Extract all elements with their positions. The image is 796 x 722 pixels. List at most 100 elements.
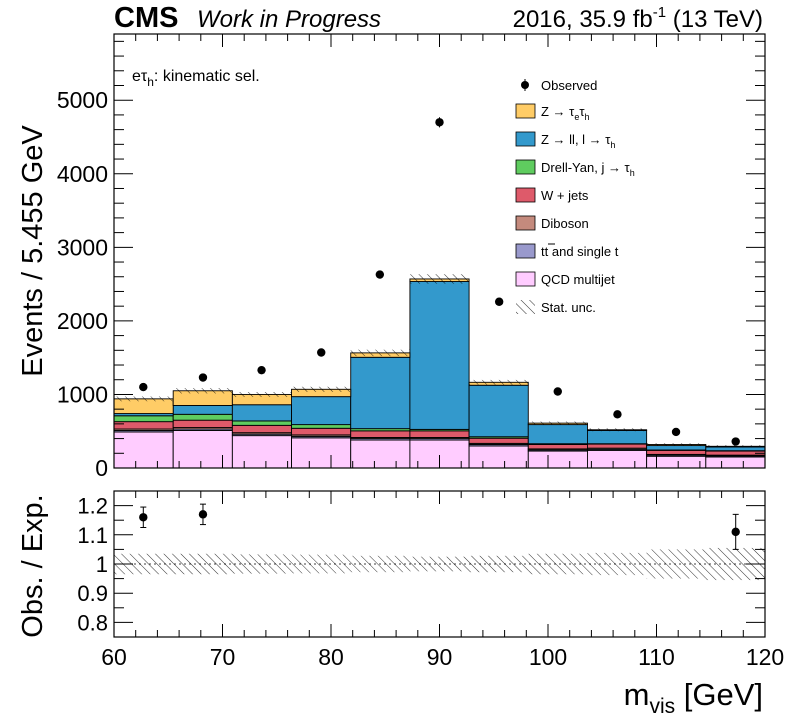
legend-qcd: QCD multijet [515, 271, 615, 287]
y-axis-label: Events / 5.455 GeV [17, 125, 49, 377]
legend: Observed Z → τeτh Z → ll, l → τh Drell-Y… [515, 78, 635, 315]
stacked-histogram [114, 278, 765, 468]
observed-point-10 [731, 437, 740, 446]
bar-drellyan-0 [114, 415, 174, 423]
bar-qcd-0 [114, 431, 174, 468]
ratio-unc-2 [232, 554, 292, 574]
main-axis-ticks [113, 34, 766, 637]
bar-zll-6 [468, 384, 529, 438]
ratio-unc-6 [469, 555, 529, 573]
ratio-plot: 0.8 0.9 1 1.1 1.2 60 70 80 90 100 110 120 Obs. / E… [17, 490, 784, 718]
observed-point-2 [257, 365, 266, 375]
x-tick-label-90: 90 [427, 644, 453, 670]
ratio-point-2 [731, 513, 740, 550]
bar-qcd-10 [705, 456, 765, 468]
bar-wjets-8 [587, 443, 648, 449]
svg-text:QCD multijet: QCD multijet [541, 272, 615, 287]
main-plot: 0 1000 2000 3000 4000 5000 eτh: kinematic sel… [17, 33, 766, 637]
bar-qcd-9 [646, 455, 707, 468]
bar-wjets-5 [409, 430, 470, 438]
bar-drellyan-1 [172, 413, 233, 421]
hatch-swatch-icon [516, 300, 535, 314]
bar-zll-8 [587, 430, 648, 445]
cms-label: CMS [114, 2, 178, 34]
category-label: eτh: kinematic sel. [132, 68, 260, 89]
bar-zll-1 [172, 405, 233, 415]
unc-band-9 [646, 443, 706, 446]
unc-band-2 [232, 392, 292, 397]
bar-qcd-4 [350, 439, 411, 468]
bar-zll-4 [350, 356, 411, 430]
bar-drellyan-3 [291, 424, 352, 429]
svg-text:W + jets: W + jets [541, 188, 589, 203]
observed-point-8 [613, 410, 622, 419]
observed-point-1 [198, 373, 208, 382]
y-tick-label-0: 0 [95, 455, 108, 481]
observed-point-9 [671, 427, 681, 437]
x-tick-label-110: 110 [638, 644, 675, 670]
ratio-points [139, 503, 740, 550]
bar-qcd-3 [291, 437, 352, 468]
y-tick-label-3000: 3000 [57, 234, 108, 260]
x-tick-label-80: 80 [318, 644, 344, 670]
ratio-tick-labels: 0.8 0.9 1 1.1 1.2 [77, 494, 108, 636]
svg-text:Drell-Yan, j → τh: Drell-Yan, j → τh [541, 160, 635, 178]
legend-stat-unc: Stat. unc. [516, 300, 596, 315]
x-tick-label-100: 100 [529, 644, 567, 670]
observed-marker-icon [521, 81, 529, 89]
bar-qcd-7 [527, 450, 588, 468]
observed-point-4 [375, 270, 385, 279]
luminosity-label: 2016, 35.9 fb-1 (13 TeV) [513, 4, 763, 33]
bar-qcd-1 [172, 430, 233, 468]
observed-points [139, 117, 740, 446]
legend-ttbar: tt and single t [515, 243, 619, 259]
legend-zll: Z → ll, l → τh [515, 131, 615, 150]
x-tick-label-120: 120 [746, 644, 784, 670]
y-tick-label-2000: 2000 [57, 308, 108, 334]
svg-text:tt and single t: tt and single t [541, 244, 619, 259]
observed-point-3 [317, 348, 326, 357]
legend-wjets: W + jets [515, 187, 589, 203]
bar-zll-3 [291, 396, 352, 426]
ratio-tick-label-0.9: 0.9 [77, 581, 108, 606]
bar-drellyan-2 [231, 420, 292, 426]
bar-wjets-6 [468, 437, 529, 444]
y-tick-label-1000: 1000 [57, 381, 108, 407]
ratio-unc-3 [291, 554, 351, 574]
unc-band-1 [173, 388, 233, 394]
bar-wjets-3 [291, 427, 352, 436]
svg-text:Stat. unc.: Stat. unc. [541, 300, 596, 315]
bar-wjets-9 [646, 449, 707, 455]
bar-wjets-1 [172, 419, 233, 428]
legend-drellyan: Drell-Yan, j → τh [515, 159, 635, 178]
svg-text:Z → τeτh: Z → τeτh [541, 104, 589, 122]
y-tick-label-5000: 5000 [57, 87, 108, 113]
unc-band-4 [350, 349, 410, 357]
bar-zll-7 [527, 424, 588, 445]
unc-band-10 [705, 445, 765, 448]
svg-text:Observed: Observed [541, 78, 597, 93]
work-in-progress-label: Work in Progress [197, 6, 381, 33]
x-tick-label-70: 70 [210, 644, 236, 670]
unc-band-3 [291, 386, 351, 392]
y-tick-labels: 0 1000 2000 3000 4000 5000 [57, 87, 108, 481]
x-tick-labels: 60 70 80 90 100 110 120 [101, 644, 784, 670]
observed-point-6 [494, 297, 504, 306]
unc-band-0 [114, 396, 174, 402]
ratio-tick-label-1.1: 1.1 [77, 523, 108, 548]
bar-zll-9 [646, 445, 707, 451]
ratio-axis-ticks [114, 490, 765, 638]
unc-band-6 [469, 379, 529, 385]
legend-ztt: Z → τeτh [515, 103, 589, 122]
bar-wjets-2 [231, 424, 292, 434]
observed-point-5 [435, 117, 444, 128]
legend-observed: Observed [521, 78, 597, 93]
ratio-tick-label-1: 1 [96, 552, 108, 577]
x-tick-label-60: 60 [101, 644, 127, 670]
bar-zll-2 [231, 404, 292, 422]
ratio-point-0 [139, 506, 148, 528]
x-axis-label: mvis [GeV] [624, 677, 763, 718]
bar-zll-5 [409, 281, 470, 430]
svg-text:Diboson: Diboson [541, 216, 589, 231]
